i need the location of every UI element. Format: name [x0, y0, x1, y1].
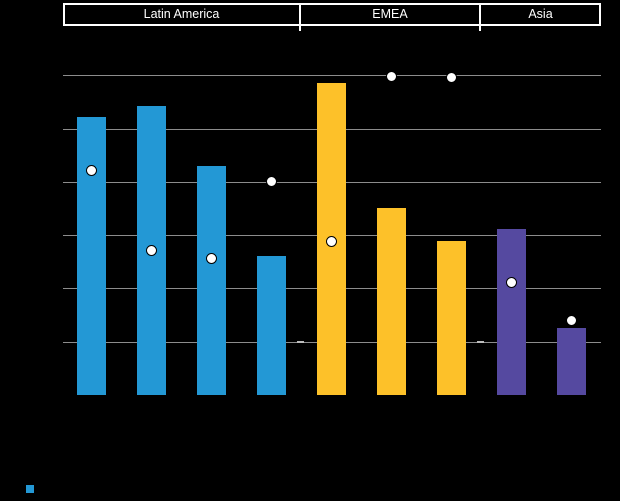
gridline-boundary-tick	[476, 341, 484, 344]
group-boundary-tick	[299, 26, 301, 31]
circle-marker	[86, 165, 98, 177]
circle-marker	[505, 277, 517, 289]
circle-marker	[146, 245, 158, 257]
bar	[556, 327, 586, 396]
gridline	[63, 75, 601, 77]
circle-marker	[206, 252, 218, 264]
group-header-divider	[299, 3, 301, 26]
group-header-label: Asia	[528, 7, 553, 21]
bar	[496, 229, 526, 396]
bar	[376, 207, 406, 396]
group-header-divider	[479, 3, 481, 26]
group-header-frame	[63, 3, 601, 26]
circle-marker	[326, 236, 338, 248]
group-header-label: Latin America	[143, 7, 220, 21]
gridline-boundary-tick	[296, 341, 304, 344]
bar	[436, 240, 466, 396]
circle-marker	[266, 175, 278, 187]
circle-marker	[445, 72, 457, 84]
bar	[257, 255, 287, 396]
group-boundary-tick	[479, 26, 481, 31]
legend-swatch	[26, 485, 34, 493]
bar	[197, 165, 227, 396]
group-header-label: EMEA	[372, 7, 408, 21]
circle-marker	[565, 314, 577, 326]
bar	[77, 116, 107, 396]
circle-marker	[385, 71, 397, 83]
